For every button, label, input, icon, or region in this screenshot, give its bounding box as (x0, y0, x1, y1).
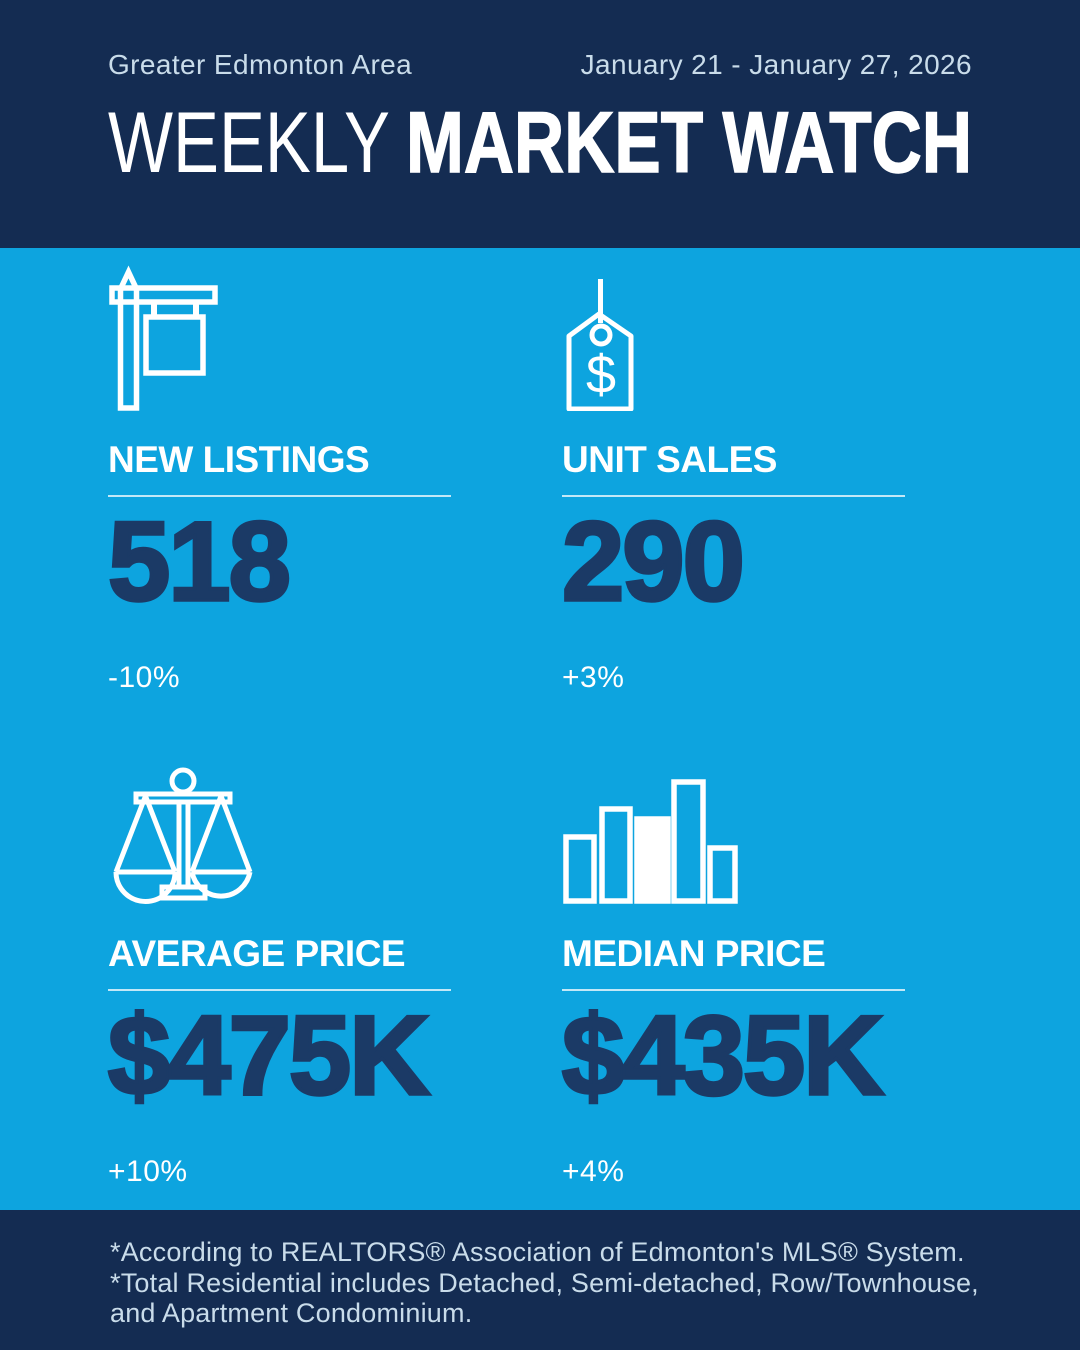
price-tag-dollar-glyph: $ (586, 345, 616, 405)
stat-change: -10% (108, 661, 181, 694)
stat-new-listings: NEW LISTINGS 518 -10% (106, 248, 451, 770)
stat-label: AVERAGE PRICE (108, 933, 406, 974)
stat-change: +4% (562, 1155, 625, 1188)
footer-band: *According to REALTORS® Association of E… (0, 1210, 1080, 1350)
stat-unit-sales: $ UNIT SALES 290 +3% (560, 248, 905, 770)
disclaimer-line: *Total Residential includes Detached, Se… (110, 1267, 979, 1298)
balance-scale-icon (108, 767, 451, 905)
price-tag-icon: $ (562, 261, 905, 411)
stat-label: MEDIAN PRICE (562, 933, 826, 974)
region-label: Greater Edmonton Area (108, 49, 413, 80)
page-title-light: WEEKLY (108, 104, 390, 186)
stat-change: +10% (108, 1155, 188, 1188)
page-title: WEEKLY MARKET WATCH (108, 104, 972, 186)
stat-label: UNIT SALES (562, 439, 777, 480)
disclaimer-line: *According to REALTORS® Association of E… (110, 1237, 965, 1267)
bar-chart-icon (562, 770, 905, 905)
stat-value: 290 (560, 499, 746, 624)
stat-change: +3% (562, 661, 625, 694)
stat-divider (562, 495, 905, 497)
stat-value: 518 (106, 499, 292, 624)
stat-value: $475K (106, 993, 432, 1118)
page-title-bold: MARKET WATCH (406, 104, 972, 186)
stats-grid: NEW LISTINGS 518 -10% $ UNIT SALES 290 +… (0, 248, 1080, 1210)
sign-post-icon (108, 261, 451, 411)
stat-divider (108, 495, 451, 497)
stat-divider (562, 989, 905, 991)
stat-median-price: MEDIAN PRICE $435K +4% (560, 770, 905, 1210)
date-range-label: January 21 - January 27, 2026 (580, 49, 972, 80)
header-meta-row: Greater Edmonton Area January 21 - Janua… (108, 0, 972, 80)
stat-value: $435K (560, 993, 886, 1118)
stat-average-price: AVERAGE PRICE $475K +10% (106, 767, 451, 1210)
stat-divider (108, 989, 451, 991)
header-band: Greater Edmonton Area January 21 - Janua… (0, 0, 1080, 248)
disclaimer-line: and Apartment Condominium. (110, 1298, 473, 1328)
stat-label: NEW LISTINGS (108, 439, 370, 480)
